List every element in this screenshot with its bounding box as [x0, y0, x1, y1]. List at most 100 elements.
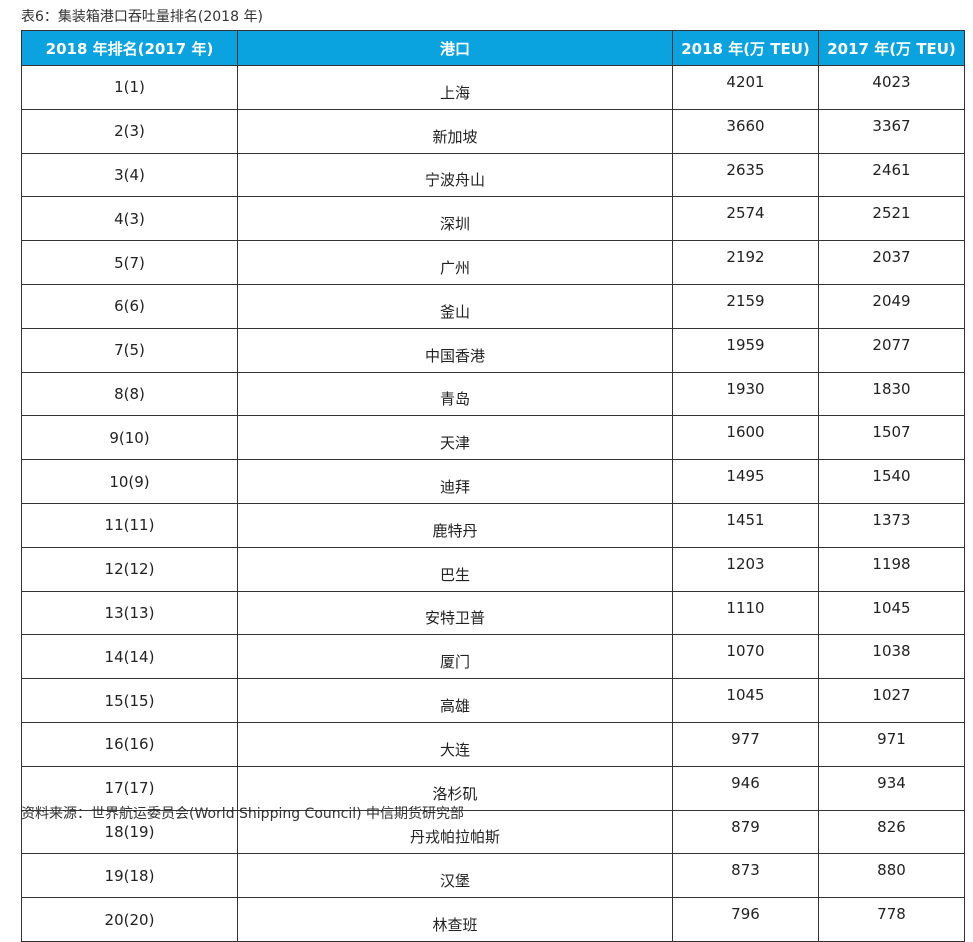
- teu-2018-cell: 1203: [672, 546, 819, 592]
- table-row: 4(3) 深圳 2574 2521: [21, 196, 965, 242]
- rank-cell: 6(6): [21, 283, 238, 329]
- teu-2017-cell: 4023: [818, 65, 965, 110]
- source-note: 资料来源：世界航运委员会(World Shipping Council) 中信期…: [21, 806, 465, 822]
- table-row: 20(20) 林查班 796 778: [21, 897, 965, 942]
- port-cell: 中国香港: [237, 327, 673, 373]
- table-row: 7(5) 中国香港 1959 2077: [21, 327, 965, 373]
- port-cell: 大连: [237, 721, 673, 767]
- teu-2018-cell: 1495: [672, 459, 819, 504]
- port-cell: 上海: [237, 65, 673, 110]
- teu-2017-cell: 880: [818, 853, 965, 899]
- port-cell: 天津: [237, 415, 673, 461]
- rank-cell: 9(10): [21, 415, 238, 461]
- teu-2017-cell: 1830: [818, 371, 965, 417]
- header-2017: 2017 年(万 TEU): [818, 30, 965, 66]
- rank-cell: 8(8): [21, 371, 238, 417]
- teu-2018-cell: 4201: [672, 65, 819, 110]
- teu-2017-cell: 3367: [818, 108, 965, 154]
- rank-cell: 10(9): [21, 459, 238, 504]
- teu-2018-cell: 796: [672, 897, 819, 942]
- rank-cell: 11(11): [21, 502, 238, 548]
- table-row: 5(7) 广州 2192 2037: [21, 240, 965, 285]
- teu-2017-cell: 1198: [818, 546, 965, 592]
- rank-cell: 2(3): [21, 108, 238, 154]
- rank-cell: 20(20): [21, 897, 238, 942]
- table-row: 2(3) 新加坡 3660 3367: [21, 108, 965, 154]
- teu-2018-cell: 1600: [672, 415, 819, 461]
- teu-2017-cell: 2037: [818, 240, 965, 285]
- port-cell: 青岛: [237, 371, 673, 417]
- table-row: 9(10) 天津 1600 1507: [21, 415, 965, 461]
- teu-2017-cell: 2049: [818, 283, 965, 329]
- port-cell: 深圳: [237, 196, 673, 242]
- rank-cell: 12(12): [21, 546, 238, 592]
- port-cell: 洛杉矶: [237, 765, 673, 811]
- port-cell: 鹿特丹: [237, 502, 673, 548]
- rank-cell: 13(13): [21, 590, 238, 636]
- teu-2017-cell: 934: [818, 765, 965, 811]
- table-row: 11(11) 鹿特丹 1451 1373: [21, 502, 965, 548]
- teu-2018-cell: 1070: [672, 634, 819, 680]
- teu-2017-cell: 1373: [818, 502, 965, 548]
- port-cell: 广州: [237, 240, 673, 285]
- table-row: 14(14) 厦门 1070 1038: [21, 634, 965, 680]
- teu-2018-cell: 1045: [672, 678, 819, 723]
- table-row: 1(1) 上海 4201 4023: [21, 65, 965, 110]
- rank-cell: 4(3): [21, 196, 238, 242]
- table-row: 19(18) 汉堡 873 880: [21, 853, 965, 899]
- port-cell: 厦门: [237, 634, 673, 680]
- teu-2018-cell: 1110: [672, 590, 819, 636]
- teu-2017-cell: 2461: [818, 152, 965, 198]
- teu-2017-cell: 971: [818, 721, 965, 767]
- table-row: 12(12) 巴生 1203 1198: [21, 546, 965, 592]
- table-row: 15(15) 高雄 1045 1027: [21, 678, 965, 723]
- rank-cell: 19(18): [21, 853, 238, 899]
- port-cell: 迪拜: [237, 459, 673, 504]
- rank-cell: 7(5): [21, 327, 238, 373]
- teu-2017-cell: 778: [818, 897, 965, 942]
- port-cell: 宁波舟山: [237, 152, 673, 198]
- teu-2017-cell: 1540: [818, 459, 965, 504]
- header-rank: 2018 年排名(2017 年): [21, 30, 238, 66]
- teu-2018-cell: 977: [672, 721, 819, 767]
- teu-2018-cell: 3660: [672, 108, 819, 154]
- rank-cell: 16(16): [21, 721, 238, 767]
- teu-2018-cell: 2192: [672, 240, 819, 285]
- teu-2017-cell: 826: [818, 809, 965, 855]
- header-port: 港口: [237, 30, 673, 66]
- teu-2018-cell: 873: [672, 853, 819, 899]
- header-2018: 2018 年(万 TEU): [672, 30, 819, 66]
- table-row: 8(8) 青岛 1930 1830: [21, 371, 965, 417]
- port-cell: 釜山: [237, 283, 673, 329]
- teu-2018-cell: 2574: [672, 196, 819, 242]
- table-row: 13(13) 安特卫普 1110 1045: [21, 590, 965, 636]
- teu-2018-cell: 2635: [672, 152, 819, 198]
- port-cell: 汉堡: [237, 853, 673, 899]
- port-cell: 高雄: [237, 678, 673, 723]
- rank-cell: 17(17): [21, 765, 238, 811]
- teu-2017-cell: 1045: [818, 590, 965, 636]
- rank-cell: 5(7): [21, 240, 238, 285]
- teu-2018-cell: 1451: [672, 502, 819, 548]
- rank-cell: 15(15): [21, 678, 238, 723]
- teu-2018-cell: 1930: [672, 371, 819, 417]
- teu-2018-cell: 946: [672, 765, 819, 811]
- teu-2018-cell: 879: [672, 809, 819, 855]
- table-caption: 表6：集装箱港口吞吐量排名(2018 年): [21, 9, 263, 25]
- port-cell: 林查班: [237, 897, 673, 942]
- teu-2017-cell: 2077: [818, 327, 965, 373]
- teu-2017-cell: 1038: [818, 634, 965, 680]
- port-cell: 新加坡: [237, 108, 673, 154]
- teu-2017-cell: 2521: [818, 196, 965, 242]
- teu-2017-cell: 1507: [818, 415, 965, 461]
- table-row: 17(17) 洛杉矶 946 934: [21, 765, 965, 811]
- table-row: 6(6) 釜山 2159 2049: [21, 283, 965, 329]
- rank-cell: 14(14): [21, 634, 238, 680]
- header-row: 2018 年排名(2017 年) 港口 2018 年(万 TEU) 2017 年…: [21, 30, 965, 66]
- port-cell: 安特卫普: [237, 590, 673, 636]
- table-header: 2018 年排名(2017 年) 港口 2018 年(万 TEU) 2017 年…: [21, 30, 965, 66]
- teu-2018-cell: 2159: [672, 283, 819, 329]
- table-row: 3(4) 宁波舟山 2635 2461: [21, 152, 965, 198]
- teu-2017-cell: 1027: [818, 678, 965, 723]
- rank-cell: 3(4): [21, 152, 238, 198]
